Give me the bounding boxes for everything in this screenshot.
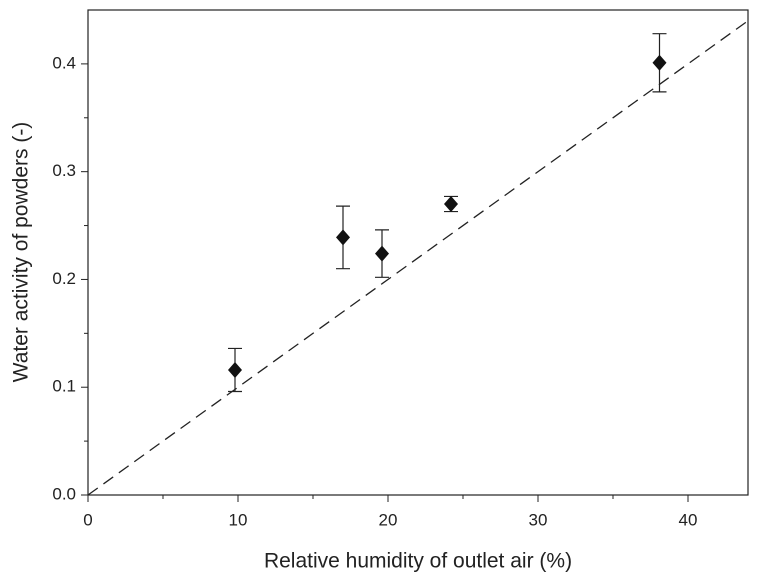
point: [444, 196, 458, 212]
x-axis-label: Relative humidity of outlet air (%): [264, 550, 572, 573]
y-tick-label: 0.1: [52, 377, 76, 396]
y-tick-label: 0.2: [52, 269, 76, 288]
plot-frame: [87, 9, 749, 496]
y-tick-label: 0.4: [52, 53, 76, 72]
reference-line: [87, 20, 749, 496]
point: [652, 54, 667, 71]
x-tick-label: 10: [229, 510, 248, 529]
y-tick-label: 0.3: [52, 161, 76, 180]
y-axis-label: Water activity of powders (-): [10, 122, 33, 383]
y-tick-label: 0.0: [52, 484, 76, 503]
point: [375, 245, 389, 262]
point: [228, 361, 242, 378]
x-tick-label: 30: [529, 510, 548, 529]
x-tick-label: 40: [679, 510, 698, 529]
x-tick-label: 20: [379, 510, 398, 529]
point: [336, 229, 350, 246]
x-tick-label: 0: [83, 510, 92, 529]
